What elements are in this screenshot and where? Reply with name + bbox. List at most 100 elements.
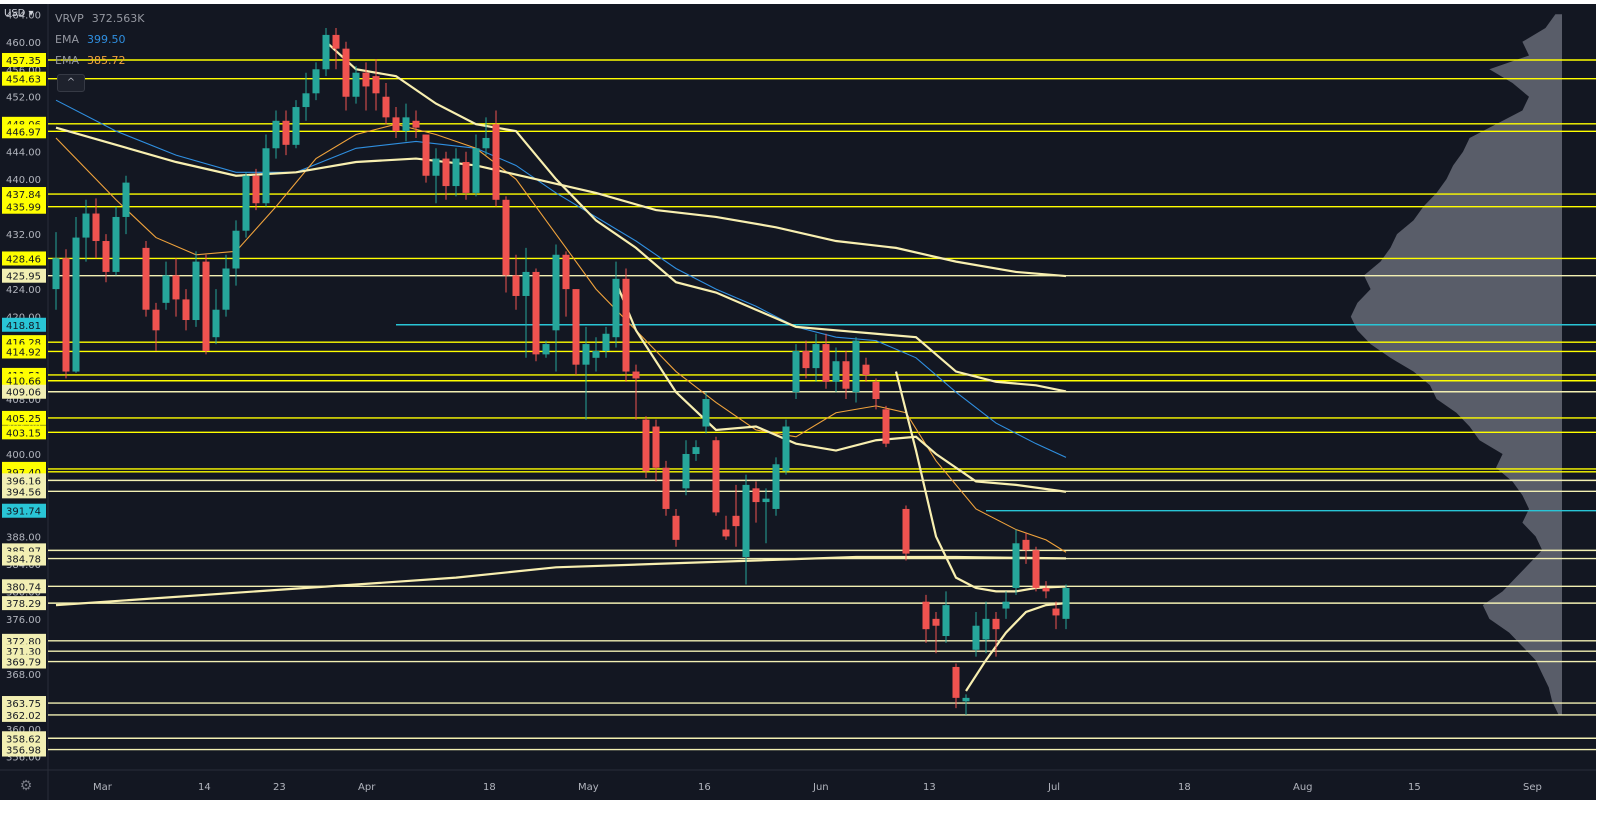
candle-body-10 — [162, 275, 170, 303]
level-tag-label: 391.74 — [6, 507, 41, 518]
time-tick-label: 23 — [273, 782, 286, 793]
price-tick-label: 460.00 — [6, 38, 41, 49]
level-tag-bg-3 — [2, 124, 46, 139]
ema-2-value: 385.72 — [86, 54, 126, 67]
candle-body-40 — [462, 162, 470, 193]
currency-select[interactable]: USD ▾ — [4, 8, 34, 19]
time-tick-label: 15 — [1408, 782, 1421, 793]
level-tag-bg-0 — [2, 52, 46, 67]
price-tick-label: 464.00 — [6, 10, 41, 21]
candle-body-91 — [992, 618, 1000, 630]
price-tick-label: 444.00 — [6, 148, 41, 159]
level-tag-label: 358.62 — [6, 734, 41, 745]
level-tag-label: 457.35 — [6, 56, 41, 67]
level-tag-label: 362.02 — [6, 711, 41, 722]
candle-body-60 — [662, 467, 670, 509]
candle-body-37 — [432, 158, 440, 176]
candle-body-8 — [142, 247, 150, 310]
candle-body-26 — [322, 34, 330, 70]
candle-body-53 — [592, 350, 600, 358]
candle-body-76 — [822, 344, 830, 382]
level-tag-bg-4 — [2, 187, 46, 202]
level-tag-bg-14 — [2, 410, 46, 425]
candle-body-90 — [982, 618, 990, 640]
price-tick-label: 456.00 — [6, 65, 41, 76]
candle-body-72 — [782, 426, 790, 472]
time-tick-label: Apr — [358, 782, 376, 793]
level-tag-label: 378.29 — [6, 599, 41, 610]
level-tag-label: 409.06 — [6, 388, 41, 399]
vrvp-label: VRVP — [55, 12, 84, 25]
candle-body-48 — [542, 344, 550, 355]
level-tag-label: 446.97 — [6, 127, 41, 138]
collapse-legend-button[interactable]: ^ — [57, 74, 85, 92]
candle-body-52 — [582, 344, 590, 365]
price-tick-label: 360.00 — [6, 725, 41, 736]
price-tick-label: 376.00 — [6, 615, 41, 626]
candle-body-13 — [192, 261, 200, 321]
legend-ema-2[interactable]: EMA 385.72 — [55, 50, 144, 71]
level-tag-label: 397.40 — [6, 468, 41, 479]
candle-body-25 — [312, 69, 320, 94]
candle-body-82 — [882, 409, 890, 444]
price-tick-label: 368.00 — [6, 670, 41, 681]
candle-body-16 — [222, 268, 230, 310]
level-tag-bg-6 — [2, 251, 46, 266]
level-tag-label: 414.92 — [6, 347, 41, 358]
level-tag-label: 363.75 — [6, 699, 41, 710]
candle-body-49 — [552, 254, 560, 331]
candle-body-23 — [292, 107, 300, 145]
level-tag-bg-5 — [2, 199, 46, 214]
time-tick-label: 18 — [1178, 782, 1191, 793]
level-tag-label: 416.28 — [6, 338, 41, 349]
candle-body-57 — [632, 371, 640, 379]
price-tick-label: 424.00 — [6, 285, 41, 296]
candle-body-14 — [202, 261, 210, 351]
candle-body-62 — [682, 453, 690, 489]
level-tag-bg-10 — [2, 344, 46, 359]
candle-body-61 — [672, 515, 680, 540]
candle-body-42 — [482, 137, 490, 149]
candle-body-65 — [712, 440, 720, 513]
candle-body-35 — [412, 120, 420, 128]
level-tag-label: 428.46 — [6, 254, 41, 265]
candle-body-41 — [472, 148, 480, 193]
candle-body-33 — [392, 117, 400, 132]
candle-body-87 — [952, 666, 960, 698]
price-tick-label: 356.00 — [6, 752, 41, 763]
moving-average-2 — [55, 126, 1067, 278]
candle-body-97 — [1052, 608, 1060, 616]
candle-body-75 — [812, 344, 820, 369]
candle-body-43 — [492, 124, 500, 200]
candle-body-1 — [62, 258, 70, 372]
candle-body-17 — [232, 230, 240, 269]
candle-body-54 — [602, 333, 610, 351]
candle-body-32 — [382, 96, 390, 118]
price-tick-label: 452.00 — [6, 93, 41, 104]
time-tick-label: Mar — [93, 782, 113, 793]
candle-body-68 — [742, 484, 750, 558]
candle-body-46 — [522, 271, 530, 296]
candle-body-19 — [252, 175, 260, 204]
time-tick-label: 14 — [198, 782, 211, 793]
price-tick-label: 388.00 — [6, 532, 41, 543]
legend-ema-1[interactable]: EMA 399.50 — [55, 29, 144, 50]
candle-body-89 — [972, 625, 980, 650]
candle-body-92 — [1002, 601, 1010, 609]
gear-icon[interactable]: ⚙ — [19, 778, 33, 794]
legend-vrvp[interactable]: VRVP 372.563K — [55, 8, 144, 29]
level-tag-bg-22 — [2, 551, 46, 566]
candle-body-64 — [702, 399, 710, 427]
level-tag-bg-29 — [2, 707, 46, 722]
candle-body-69 — [752, 488, 760, 503]
moving-average-5 — [55, 555, 1067, 607]
level-tag-label: 369.79 — [6, 658, 41, 669]
level-tag-label: 372.80 — [6, 637, 41, 648]
level-tag-label: 380.74 — [6, 582, 41, 593]
level-tag-label: 371.30 — [6, 647, 41, 658]
candle-body-34 — [402, 117, 410, 132]
time-tick-label: 18 — [483, 782, 496, 793]
candle-body-74 — [802, 350, 810, 369]
